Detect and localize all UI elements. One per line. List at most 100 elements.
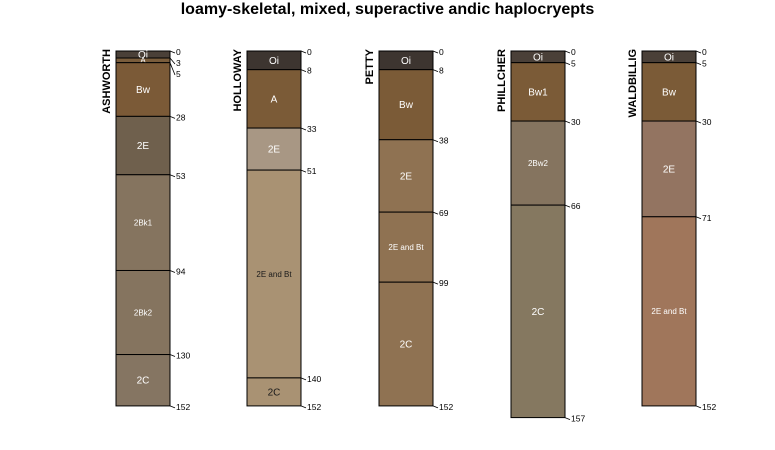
horizon-block [378, 69, 434, 141]
depth-label: 51 [307, 166, 317, 176]
horizon-label: 2E [137, 141, 150, 152]
horizon-label: 2E and Bt [651, 307, 687, 316]
depth-label: 0 [702, 47, 707, 57]
horizon-block [115, 62, 171, 117]
depth-label: 99 [439, 278, 449, 288]
horizon-label: Oi [401, 56, 411, 67]
soil-profile-holloway: Oi A 2E 2E and Bt 2C 0 8 33 51 140 152 HOLLOWAY [232, 47, 321, 412]
depth-label: 30 [571, 117, 581, 127]
depth-tick [695, 120, 702, 124]
depth-label: 152 [307, 402, 321, 412]
depth-label: 0 [307, 47, 312, 57]
profile-name: ASHWORTH [101, 49, 113, 114]
horizon-block [246, 69, 302, 129]
horizon-label: 2E and Bt [256, 270, 292, 279]
soil-profile-phillcher: Oi Bw1 2Bw2 2C 0 5 30 66 157 PHILLCHER [496, 47, 585, 424]
depth-label: 130 [176, 351, 190, 361]
horizon-block [510, 120, 566, 206]
depth-label: 8 [307, 66, 312, 76]
profile-name: PHILLCHER [496, 49, 508, 112]
depth-label: 5 [702, 59, 707, 69]
horizon-block [641, 62, 697, 122]
depth-tick [564, 417, 571, 420]
horizon-label: 2E [400, 171, 413, 182]
depth-label: 69 [439, 208, 449, 218]
depth-label: 157 [571, 414, 585, 424]
horizon-label: 2C [400, 340, 413, 351]
depth-label: 38 [439, 136, 449, 146]
depth-label: 152 [176, 402, 190, 412]
depth-label: 71 [702, 213, 712, 223]
depth-tick [564, 62, 571, 66]
depth-label: 0 [176, 47, 181, 57]
horizon-label: Oi [269, 56, 279, 67]
depth-tick [300, 50, 307, 54]
depth-label: 8 [439, 66, 444, 76]
horizon-label: 2E [663, 164, 676, 175]
horizon-block [246, 169, 302, 379]
depth-label: 140 [307, 374, 321, 384]
depth-tick [169, 405, 176, 409]
horizon-label: 2Bw2 [528, 159, 549, 168]
depth-label: 3 [176, 58, 181, 68]
depth-tick [300, 377, 307, 381]
soil-profile-waldbillig: Oi Bw 2E 2E and Bt 0 5 30 71 152 WALDBILLIG [627, 47, 716, 412]
depth-tick [300, 405, 307, 409]
horizon-label: Bw1 [528, 87, 548, 98]
profile-name: HOLLOWAY [232, 48, 244, 111]
depth-tick [169, 116, 176, 119]
horizon-label: 2C [532, 307, 545, 318]
horizon-label: 2E and Bt [388, 243, 424, 252]
depth-tick [169, 57, 176, 65]
depth-tick [695, 62, 702, 66]
depth-tick [169, 354, 176, 357]
depth-tick [432, 69, 439, 73]
horizon-block [641, 216, 697, 407]
depth-tick [169, 270, 176, 273]
horizon-block [115, 115, 171, 176]
horizon-label: Oi [138, 50, 148, 61]
horizon-block [510, 62, 566, 122]
depth-tick [432, 405, 439, 409]
depth-label: 30 [702, 117, 712, 127]
depth-tick [564, 204, 571, 208]
horizon-label: 2E [268, 145, 281, 156]
depth-label: 33 [307, 124, 317, 134]
depth-tick [695, 50, 702, 54]
depth-tick [432, 139, 439, 143]
horizon-label: 2C [137, 376, 150, 387]
horizon-label: 2Bk2 [134, 308, 153, 317]
profile-name: WALDBILLIG [627, 49, 639, 117]
horizon-label: Oi [533, 52, 543, 63]
horizon-block [378, 139, 434, 213]
depth-label: 0 [571, 47, 576, 57]
horizon-label: Bw [662, 87, 677, 98]
depth-tick [564, 120, 571, 124]
horizon-label: Oi [664, 52, 674, 63]
horizon-block [378, 211, 434, 283]
horizon-label: Bw [136, 85, 151, 96]
depth-tick [300, 127, 307, 131]
depth-label: 53 [176, 171, 186, 181]
horizon-block [510, 204, 566, 419]
horizon-block [641, 120, 697, 218]
depth-label: 5 [571, 59, 576, 69]
soil-profile-petty: Oi Bw 2E 2E and Bt 2C 0 8 38 69 99 152 PETTY [364, 47, 453, 412]
depth-tick [695, 216, 702, 220]
horizon-block [378, 281, 434, 407]
depth-tick [695, 405, 702, 409]
horizon-label: 2Bk1 [134, 218, 153, 227]
horizon-block [115, 174, 171, 271]
horizon-label: A [271, 94, 278, 105]
horizon-block [246, 377, 302, 407]
depth-label: 152 [702, 402, 716, 412]
depth-tick [432, 281, 439, 285]
soil-profile-ashworth: OiA Bw 2E 2Bk1 2Bk2 2C 035 28 53 94 130 152 ASHWORTH [101, 47, 190, 412]
diagram-title: loamy-skeletal, mixed, superactive andic… [180, 1, 595, 18]
depth-label: 5 [176, 69, 181, 79]
horizon-block [115, 354, 171, 407]
depth-tick [564, 50, 571, 54]
depth-label: 28 [176, 112, 186, 122]
horizon-label: A [140, 56, 146, 65]
